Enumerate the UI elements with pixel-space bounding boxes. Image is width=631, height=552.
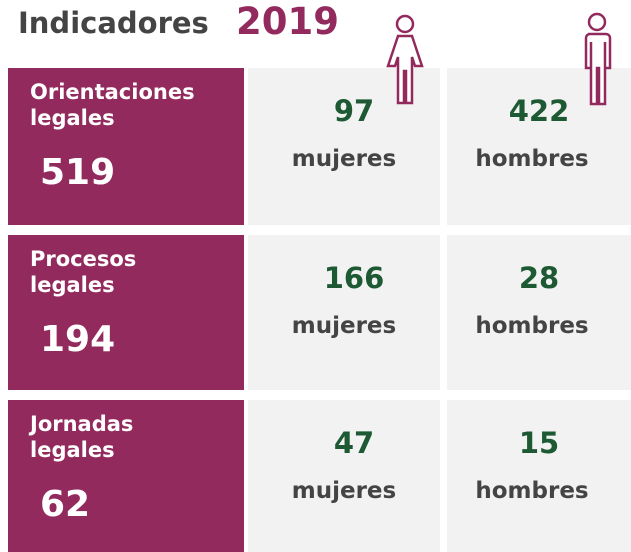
category-label: legales — [30, 438, 115, 462]
women-cell — [248, 400, 440, 552]
total: 194 — [40, 319, 116, 360]
category-block — [8, 235, 244, 390]
men-cell — [447, 400, 631, 552]
total: 519 — [40, 152, 116, 193]
year: 2019 — [236, 0, 339, 43]
category-label: legales — [30, 106, 115, 130]
men-cell — [447, 235, 631, 390]
men-label: hombres — [475, 313, 589, 339]
women-label: mujeres — [291, 146, 397, 172]
women-count: 166 — [323, 261, 385, 295]
men-count: 28 — [518, 261, 560, 295]
women-count: 97 — [333, 94, 375, 128]
female-icon — [386, 14, 424, 105]
icons — [386, 12, 612, 106]
men-count: 422 — [508, 94, 570, 128]
category-block — [8, 400, 244, 552]
male-icon — [584, 12, 612, 106]
women-count: 47 — [333, 426, 375, 460]
category-label: Jornadas — [30, 412, 134, 436]
men-label: hombres — [475, 478, 589, 504]
category-block — [8, 68, 244, 225]
men-label: hombres — [475, 146, 589, 172]
category-label: Procesos — [30, 247, 137, 271]
women-cell — [248, 235, 440, 390]
total: 62 — [40, 484, 91, 525]
title: Indicadores — [18, 6, 209, 40]
men-count: 15 — [518, 426, 560, 460]
women-label: mujeres — [291, 478, 397, 504]
women-label: mujeres — [291, 313, 397, 339]
category-label: legales — [30, 273, 115, 297]
category-label: Orientaciones — [30, 80, 195, 104]
